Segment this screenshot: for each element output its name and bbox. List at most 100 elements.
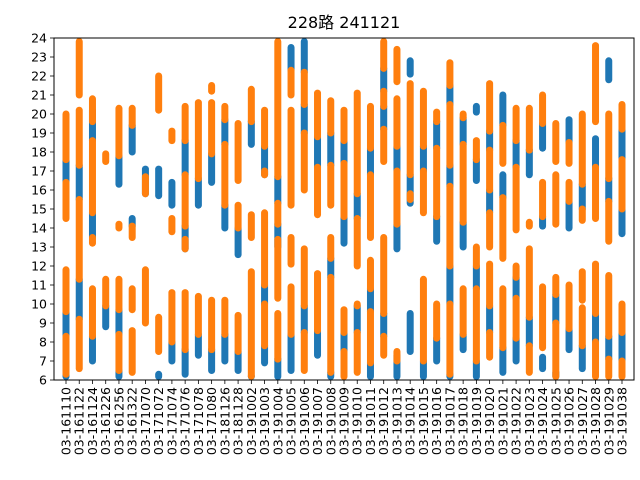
- range-segment-orange: [194, 292, 202, 338]
- range-segment-orange: [353, 329, 361, 376]
- range-segment-orange: [221, 140, 229, 209]
- range-segment-blue: [512, 137, 520, 171]
- range-segment-orange: [141, 173, 149, 198]
- range-segment-blue: [578, 342, 586, 373]
- range-segment-orange: [605, 272, 613, 340]
- range-segment-orange: [208, 82, 216, 95]
- y-tick-label: 17: [31, 164, 47, 179]
- range-segment-orange: [340, 106, 348, 145]
- range-segment-orange: [287, 283, 295, 338]
- range-segment-orange: [578, 304, 586, 350]
- range-segment-orange: [393, 167, 401, 228]
- range-segment-orange: [75, 196, 83, 283]
- range-segment-orange: [62, 266, 70, 316]
- range-segment-blue: [459, 114, 467, 148]
- range-segment-orange: [366, 102, 374, 152]
- range-segment-orange: [247, 85, 255, 126]
- range-segment-orange: [314, 163, 322, 219]
- range-segment-orange: [274, 310, 282, 363]
- range-segment-orange: [353, 89, 361, 198]
- x-tick-label: 03-191010: [350, 387, 365, 455]
- range-segment-blue: [380, 310, 388, 340]
- range-segment-orange: [539, 283, 547, 352]
- range-segment-orange: [459, 110, 467, 122]
- range-segment-blue: [353, 302, 361, 336]
- range-segment-blue: [366, 285, 374, 316]
- range-segment-orange: [194, 99, 202, 183]
- range-segment-orange: [592, 338, 600, 380]
- range-segment-orange: [486, 209, 494, 251]
- range-segment-blue: [366, 144, 374, 179]
- chart-title: 228路 241121: [288, 13, 401, 32]
- y-tick-label: 20: [31, 107, 47, 122]
- range-segment-orange: [578, 205, 586, 224]
- x-tick-label: 03-191025: [548, 387, 563, 455]
- x-tick-label: 03-191011: [363, 387, 378, 455]
- range-segment-blue: [380, 102, 388, 133]
- range-segment-orange: [287, 66, 295, 99]
- x-tick-label: 03-191013: [389, 387, 404, 455]
- range-segment-blue: [340, 137, 348, 167]
- range-segment-blue: [486, 186, 494, 217]
- y-tick-label: 6: [39, 373, 47, 388]
- range-segment-blue: [181, 346, 189, 378]
- x-tick-label: 03-161110: [59, 387, 74, 455]
- range-segment-orange: [565, 281, 573, 333]
- x-tick-label: 03-191017: [442, 387, 457, 455]
- x-tick-label: 03-191004: [270, 387, 285, 455]
- range-segment-blue: [459, 218, 467, 251]
- range-segment-orange: [115, 220, 123, 232]
- range-segment-blue: [486, 302, 494, 336]
- range-segment-blue: [287, 330, 295, 374]
- range-segment-orange: [618, 357, 626, 380]
- range-segment-orange: [433, 144, 441, 221]
- range-segment-blue: [62, 308, 70, 340]
- range-segment-orange: [300, 68, 308, 108]
- range-segment-orange: [486, 329, 494, 361]
- range-segment-blue: [512, 334, 520, 365]
- x-tick-label: 03-191009: [337, 387, 352, 455]
- range-segment-blue: [433, 334, 441, 365]
- range-segment-orange: [433, 300, 441, 342]
- range-segment-blue: [618, 329, 626, 365]
- x-tick-label: 03-191027: [575, 387, 590, 455]
- range-segment-orange: [618, 101, 626, 133]
- range-segment-orange: [419, 167, 427, 217]
- range-segment-blue: [433, 118, 441, 152]
- range-segment-blue: [102, 302, 110, 331]
- x-axis: 03-16111003-16112203-16112403-16122603-1…: [59, 380, 630, 455]
- range-segment-orange: [459, 285, 467, 338]
- range-segment-blue: [327, 129, 335, 169]
- range-segment-blue: [340, 213, 348, 247]
- range-segment-orange: [512, 104, 520, 145]
- y-tick-label: 10: [31, 297, 47, 312]
- x-tick-label: 03-161256: [111, 387, 126, 455]
- range-segment-blue: [194, 330, 202, 359]
- range-segment-orange: [433, 108, 441, 126]
- x-tick-label: 03-171074: [164, 387, 179, 455]
- x-tick-label: 03-191012: [376, 387, 391, 455]
- range-segment-blue: [472, 262, 480, 293]
- y-tick-label: 18: [31, 145, 47, 160]
- range-segment-blue: [208, 150, 216, 186]
- range-segment-blue: [605, 175, 613, 205]
- range-segment-orange: [314, 89, 322, 141]
- range-segment-orange: [419, 87, 427, 150]
- range-segment-blue: [75, 275, 83, 323]
- range-segment-orange: [208, 296, 216, 354]
- range-segment-orange: [380, 125, 388, 165]
- x-tick-label: 03-191029: [601, 387, 616, 455]
- range-segment-orange: [208, 99, 216, 158]
- range-segment-orange: [327, 273, 335, 376]
- range-segment-orange: [525, 245, 533, 321]
- range-segment-orange: [592, 42, 600, 126]
- range-segment-orange: [486, 146, 494, 194]
- y-tick-label: 14: [31, 221, 47, 236]
- y-tick-label: 22: [31, 69, 47, 84]
- range-segment-blue: [499, 171, 507, 202]
- range-segment-blue: [181, 137, 189, 179]
- range-segment-blue: [155, 165, 163, 200]
- range-segment-orange: [512, 163, 520, 234]
- range-segment-blue: [380, 64, 388, 95]
